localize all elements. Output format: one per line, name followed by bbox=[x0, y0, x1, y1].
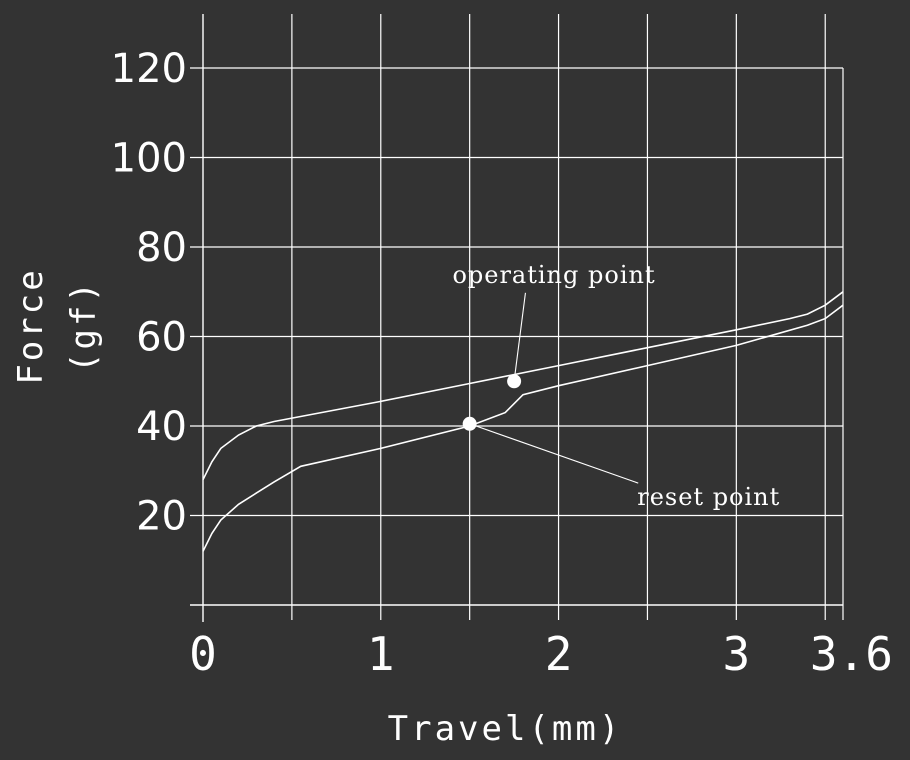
y-tick-label: 80 bbox=[136, 225, 187, 271]
reset-point-label: reset point bbox=[637, 483, 780, 511]
series-line-2 bbox=[202, 304, 844, 552]
y-tick-label: 120 bbox=[111, 46, 187, 92]
reset-point-marker bbox=[462, 416, 477, 431]
reset-point-leader bbox=[469, 423, 639, 484]
annotation-layer: operating point reset point bbox=[452, 261, 780, 511]
operating-point-label: operating point bbox=[452, 261, 655, 289]
operating-point-marker bbox=[507, 374, 522, 389]
y-tick-label: 20 bbox=[136, 494, 187, 540]
x-tick-label: 2 bbox=[545, 627, 573, 681]
x-tick-label: 1 bbox=[367, 627, 395, 681]
grid-layer bbox=[190, 14, 844, 620]
x-tick-label: 3 bbox=[722, 627, 750, 681]
tick-label-layer: 20 40 60 80 100 120 0 1 2 3 3.6 bbox=[111, 46, 893, 681]
x-tick-label: 3.6 bbox=[810, 627, 893, 681]
series-line-1 bbox=[202, 291, 844, 481]
x-tick-label: 0 bbox=[189, 627, 217, 681]
x-axis-title: Travel(mm) bbox=[388, 709, 623, 749]
y-tick-label: 40 bbox=[136, 404, 187, 450]
operating-point-leader bbox=[513, 292, 526, 382]
y-tick-label: 60 bbox=[136, 315, 187, 361]
series-layer bbox=[202, 291, 844, 552]
axis-layer bbox=[190, 14, 843, 622]
y-axis-title-line2: (gf) bbox=[64, 279, 104, 373]
y-tick-label: 100 bbox=[111, 136, 187, 182]
y-axis-title-line1: Force bbox=[11, 267, 51, 384]
